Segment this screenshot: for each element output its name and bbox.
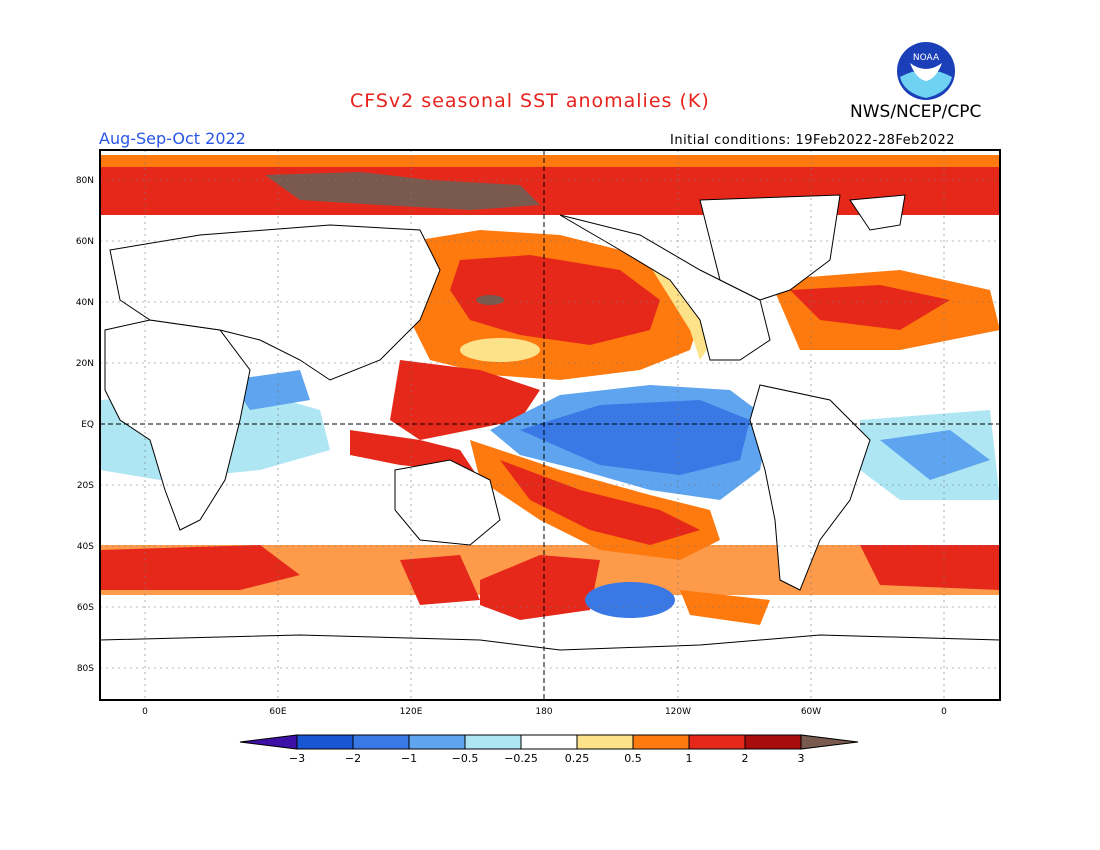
- lat-label: 20N: [76, 359, 94, 369]
- colorbar-label: 2: [742, 752, 749, 765]
- lon-label: 60W: [801, 707, 821, 717]
- colorbar-arrow-high: [800, 734, 859, 750]
- season-label: Aug-Sep-Oct 2022: [99, 129, 246, 148]
- colorbar-label: 0.25: [565, 752, 590, 765]
- lon-label: 120E: [400, 707, 423, 717]
- colorbar-segment: [520, 734, 578, 750]
- map-frame: [99, 149, 1001, 701]
- colorbar-arrow-low: [239, 734, 298, 750]
- colorbar-segment: [296, 734, 354, 750]
- lon-label: 0: [941, 707, 947, 717]
- initial-conditions-label: Initial conditions: 19Feb2022-28Feb2022: [670, 133, 955, 148]
- lon-label: 0: [142, 707, 148, 717]
- lat-label: 60N: [76, 237, 94, 247]
- colorbar: −3 −2 −1 −0.5 −0.25 0.25 0.5 1 2 3: [239, 734, 859, 765]
- colorbar-segment: [464, 734, 522, 750]
- colorbar-segment: [744, 734, 802, 750]
- colorbar-label: 1: [686, 752, 693, 765]
- lat-label: 40S: [77, 542, 94, 552]
- lat-label: 80S: [77, 664, 94, 674]
- lon-label: 60E: [269, 707, 286, 717]
- colorbar-segment: [576, 734, 634, 750]
- colorbar-label: −1: [401, 752, 417, 765]
- latitude-labels: 80N 60N 40N 20N EQ 20S 40S 60S 80S: [76, 176, 94, 674]
- agency-label: NWS/NCEP/CPC: [850, 102, 982, 122]
- anomaly-field: [100, 150, 1000, 700]
- lon-label: 180: [535, 707, 552, 717]
- lat-label: 40N: [76, 298, 94, 308]
- lat-label: 60S: [77, 603, 94, 613]
- map-title: CFSv2 seasonal SST anomalies (K): [350, 90, 710, 112]
- lon-label: 120W: [665, 707, 691, 717]
- colorbar-label: −2: [345, 752, 361, 765]
- longitude-labels: 0 60E 120E 180 120W 60W 0: [142, 707, 947, 717]
- colorbar-segment: [408, 734, 466, 750]
- lat-label: 80N: [76, 176, 94, 186]
- colorbar-label: −3: [289, 752, 305, 765]
- noaa-logo-text: NOAA: [913, 53, 940, 63]
- noaa-logo: NOAA: [897, 42, 955, 100]
- colorbar-label: 3: [798, 752, 805, 765]
- colorbar-segment: [688, 734, 746, 750]
- colorbar-label: −0.25: [504, 752, 538, 765]
- lat-label: 20S: [77, 481, 94, 491]
- colorbar-segment: [352, 734, 410, 750]
- lat-label: EQ: [81, 420, 94, 430]
- colorbar-label: −0.5: [452, 752, 479, 765]
- colorbar-label: 0.5: [624, 752, 642, 765]
- colorbar-segment: [632, 734, 690, 750]
